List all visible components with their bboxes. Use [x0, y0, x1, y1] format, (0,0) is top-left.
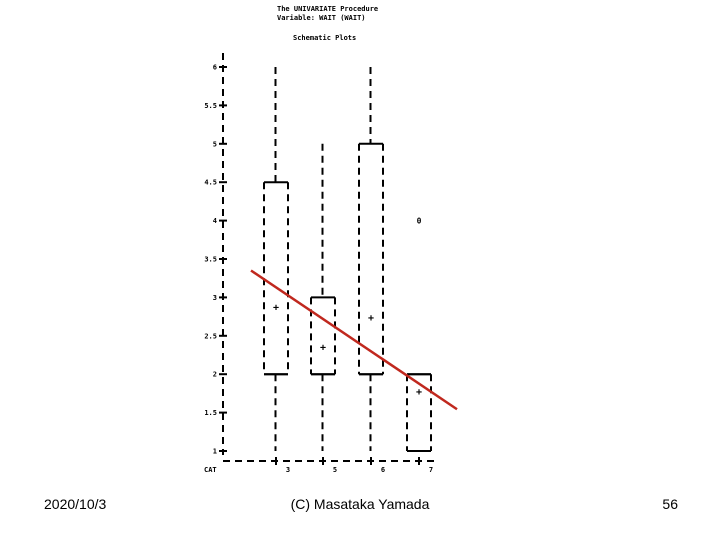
y-tick-label: 4.5	[204, 179, 217, 187]
y-tick-label: 2.5	[204, 332, 217, 340]
box-6: +	[358, 67, 384, 451]
mean-marker: +	[368, 313, 374, 324]
procedure-title: The UNIVARIATE Procedure	[277, 5, 378, 13]
y-tick-label: 3	[213, 294, 217, 302]
y-tick-label: 5.5	[204, 102, 217, 110]
trend-line	[250, 269, 458, 411]
y-tick-label: 3.5	[204, 256, 217, 264]
mean-marker: +	[320, 342, 326, 353]
plot-subtitle: Schematic Plots	[293, 34, 356, 42]
outlier-marker: 0	[417, 217, 422, 226]
x-tick-label: 7	[429, 466, 433, 474]
footer-copyright: (C) Masataka Yamada	[290, 496, 430, 512]
box-series: ++++0	[263, 67, 432, 452]
x-tick-label: 3	[286, 466, 290, 474]
x-tick-label: 6	[381, 466, 385, 474]
y-tick-label: 1	[213, 448, 217, 456]
y-axis: 6 5.5 5 4.5 4 3.5 3 2.5 2 1.5 1 3 5 6 7	[204, 53, 436, 474]
y-tick-label: 2	[213, 371, 217, 379]
footer-date: 2020/10/3	[44, 496, 107, 512]
box-5: +	[310, 143, 336, 451]
y-tick-label: 5	[213, 140, 217, 148]
schematic-boxplot: The UNIVARIATE Procedure Variable: WAIT …	[204, 5, 458, 474]
box-7: +0	[406, 217, 432, 452]
y-tick-label: 6	[213, 64, 217, 72]
x-tick-label: 5	[333, 466, 337, 474]
y-tick-label: 1.5	[204, 409, 217, 417]
variable-title: Variable: WAIT (WAIT)	[277, 14, 366, 22]
trend-line-layer	[250, 269, 458, 411]
x-axis-label: CAT	[204, 466, 217, 474]
mean-marker: +	[273, 302, 279, 313]
box-3: +	[263, 67, 289, 451]
y-tick-label: 4	[213, 217, 217, 225]
mean-marker: +	[416, 387, 422, 398]
footer-page-number: 56	[662, 496, 678, 512]
